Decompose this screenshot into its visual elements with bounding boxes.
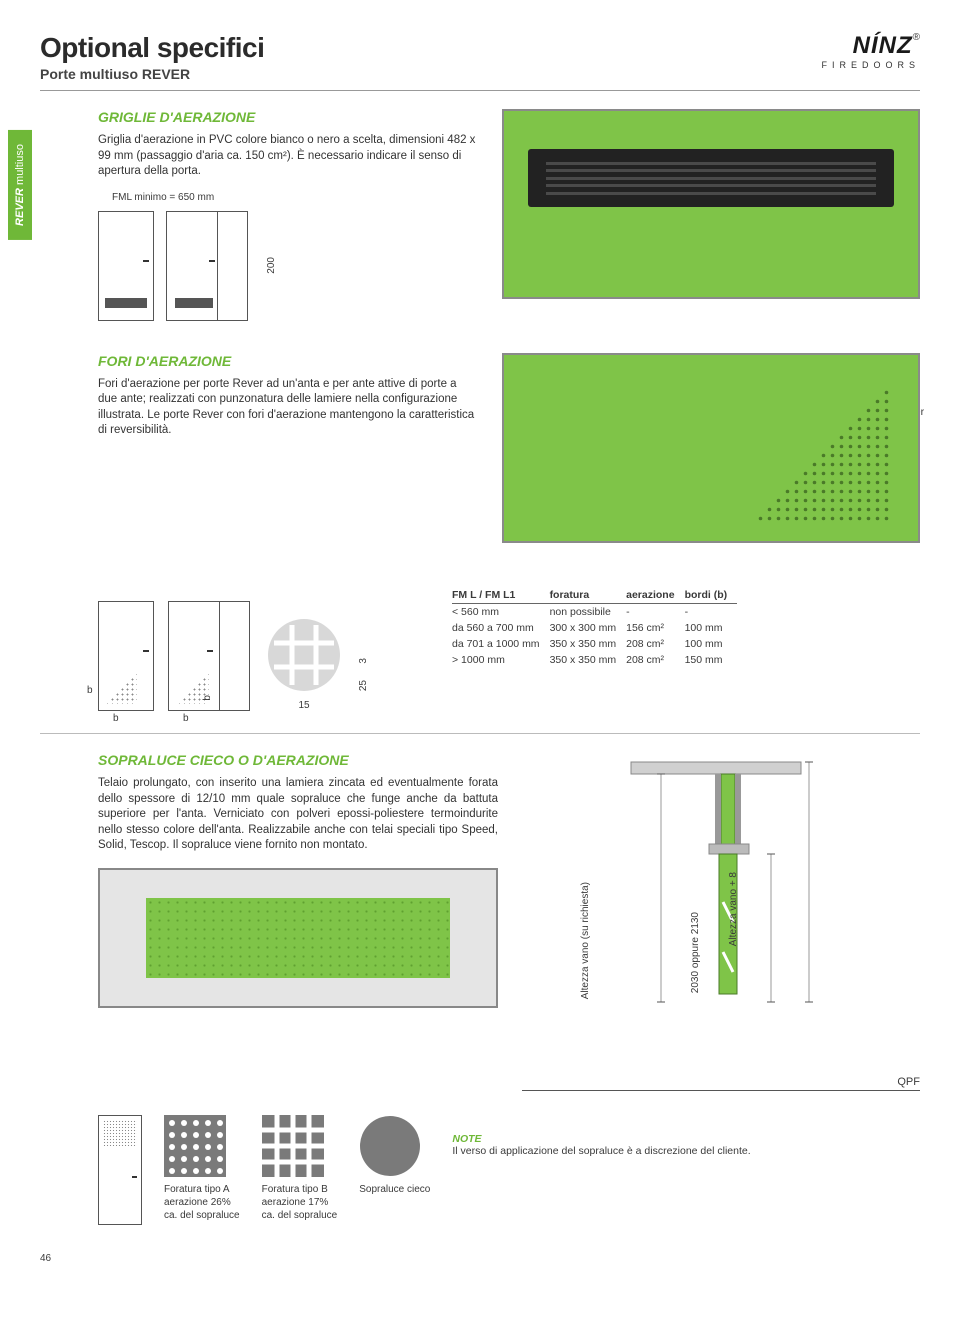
logo-subtitle: FIREDOORS <box>821 60 920 70</box>
dim-b: b <box>202 695 213 701</box>
type-a-title: Foratura tipo A <box>164 1183 240 1196</box>
dim-200: 200 <box>266 257 277 274</box>
td: da 560 a 700 mm <box>452 620 550 636</box>
td: - <box>626 604 684 621</box>
side-tab-line1: REVER <box>14 188 26 226</box>
dim-15: 15 <box>264 700 344 711</box>
qpf-label: QPF <box>522 1076 920 1091</box>
cross-section-diagram: Altezza vano (su richiesta) 2030 oppure … <box>522 752 920 1072</box>
griglie-photo <box>502 109 920 299</box>
type-a-l3: ca. del sopraluce <box>164 1209 240 1222</box>
fori-photo <box>502 353 920 543</box>
door-with-sopraluce-diagram <box>98 1115 142 1229</box>
side-tab: REVER multiuso <box>8 130 32 240</box>
page-title: Optional specifici <box>40 32 264 64</box>
door-dots-double: b b <box>168 601 250 711</box>
griglie-section: GRIGLIE D'AERAZIONE Griglia d'aerazione … <box>98 109 920 321</box>
type-cieco: Sopraluce cieco <box>359 1115 430 1196</box>
th: bordi (b) <box>685 587 738 604</box>
th: foratura <box>550 587 627 604</box>
pattern-b-icon <box>262 1115 324 1177</box>
sopraluce-section: SOPRALUCE CIECO O D'AERAZIONE Telaio pro… <box>98 752 920 1091</box>
th: aerazione <box>626 587 684 604</box>
td: - <box>685 604 738 621</box>
type-b: Foratura tipo B aerazione 17% ca. del so… <box>262 1115 338 1222</box>
type-b-l2: aerazione 17% <box>262 1196 338 1209</box>
dim-b: b <box>113 713 119 724</box>
td: 208 cm² <box>626 636 684 652</box>
vent-grille-icon <box>528 149 894 207</box>
fori-body: Fori d'aerazione per porte Rever ad un'a… <box>98 377 478 439</box>
fori-detail-row: b b b b <box>98 583 920 711</box>
label-2130: 2030 oppure 2130 <box>690 912 701 993</box>
td: 100 mm <box>685 636 738 652</box>
fml-label: FML minimo = 650 mm <box>112 192 478 203</box>
sopraluce-types-row: Foratura tipo A aerazione 26% ca. del so… <box>98 1115 920 1229</box>
type-a: Foratura tipo A aerazione 26% ca. del so… <box>164 1115 240 1222</box>
griglie-heading: GRIGLIE D'AERAZIONE <box>98 109 478 125</box>
td: 156 cm² <box>626 620 684 636</box>
th: FM L / FM L1 <box>452 587 550 604</box>
logo-text: NÍNZ <box>853 32 913 59</box>
dim-b: b <box>87 685 93 696</box>
td: da 701 a 1000 mm <box>452 636 550 652</box>
sopraluce-heading: SOPRALUCE CIECO O D'AERAZIONE <box>98 752 498 768</box>
td: > 1000 mm <box>452 652 550 668</box>
dim-3: 3 <box>358 658 369 664</box>
door-single-diagram <box>98 211 154 321</box>
brand-logo: NÍNZ® FIREDOORS <box>821 32 920 70</box>
page-header: Optional specifici Porte multiuso REVER … <box>40 32 920 91</box>
sopraluce-photo <box>98 868 498 1008</box>
logo-registered: ® <box>913 32 920 43</box>
dim-b: b <box>183 713 189 724</box>
td: 150 mm <box>685 652 738 668</box>
side-tab-line2: multiuso <box>14 144 26 185</box>
td: 350 x 350 mm <box>550 636 627 652</box>
fori-spec-table: FM L / FM L1 foratura aerazione bordi (b… <box>452 587 737 668</box>
td: 100 mm <box>685 620 738 636</box>
cross-detail-diagram: 15 <box>264 615 344 711</box>
door-double-diagram <box>166 211 248 321</box>
td: 350 x 350 mm <box>550 652 627 668</box>
sopraluce-note: NOTE Il verso di applicazione del sopral… <box>452 1133 920 1157</box>
pattern-cieco-icon <box>359 1115 421 1177</box>
door-dots-single: b b <box>98 601 154 711</box>
pattern-a-icon <box>164 1115 226 1177</box>
type-b-title: Foratura tipo B <box>262 1183 338 1196</box>
td: < 560 mm <box>452 604 550 621</box>
type-a-l2: aerazione 26% <box>164 1196 240 1209</box>
page-number: 46 <box>40 1253 920 1264</box>
label-alt-plus8: Altezza vano + 8 <box>728 872 739 946</box>
fori-heading: FORI D'AERAZIONE <box>98 353 478 369</box>
dim-25: 25 <box>358 680 369 691</box>
td: 300 x 300 mm <box>550 620 627 636</box>
label-alt-richiesta: Altezza vano (su richiesta) <box>580 882 591 999</box>
td: non possibile <box>550 604 627 621</box>
holes-pattern-icon <box>742 379 902 529</box>
sopraluce-note-title: NOTE <box>452 1133 481 1145</box>
type-b-l3: ca. del sopraluce <box>262 1209 338 1222</box>
td: 208 cm² <box>626 652 684 668</box>
divider <box>40 733 920 734</box>
type-c-title: Sopraluce cieco <box>359 1183 430 1196</box>
griglie-body: Griglia d'aerazione in PVC colore bianco… <box>98 133 478 180</box>
sopraluce-note-body: Il verso di applicazione del sopraluce è… <box>452 1145 750 1157</box>
door-diagrams-griglie: 200 <box>98 211 478 321</box>
sopraluce-body: Telaio prolungato, con inserito una lami… <box>98 776 498 854</box>
page-subtitle: Porte multiuso REVER <box>40 66 264 82</box>
